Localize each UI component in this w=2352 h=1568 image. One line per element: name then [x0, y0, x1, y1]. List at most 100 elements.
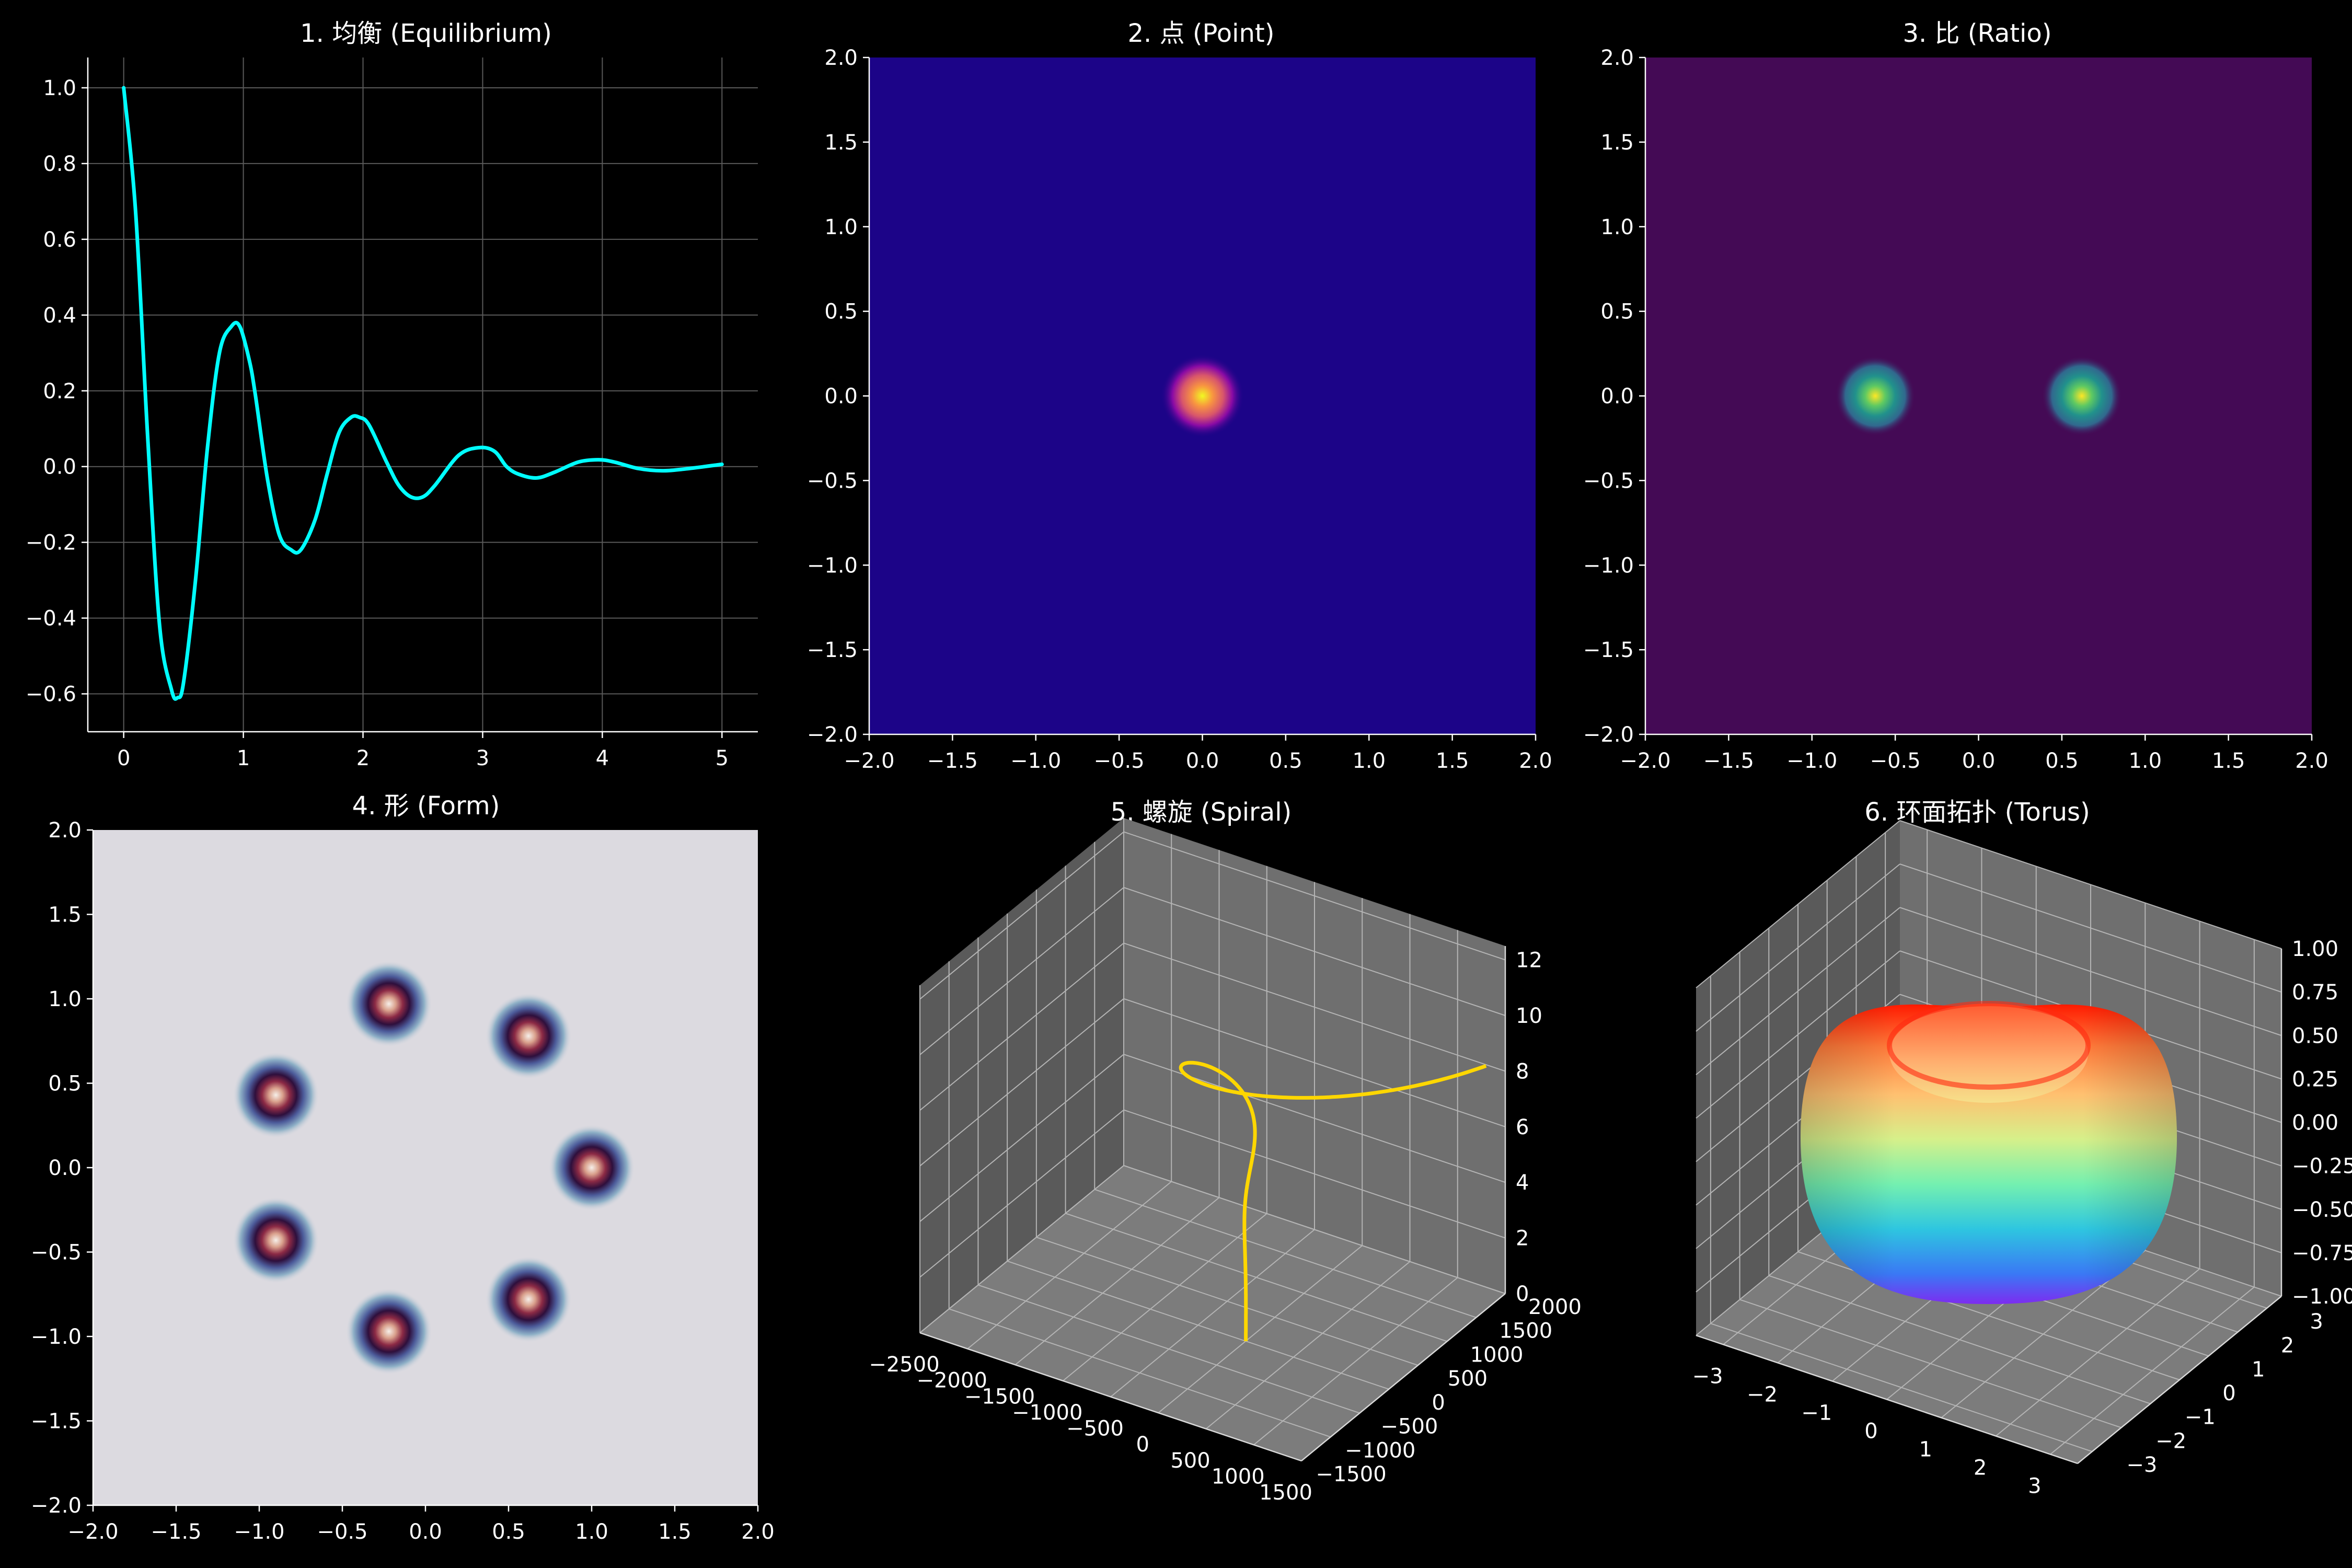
panel-4-ticks: −2.0 −1.5 −1.0 −0.5 0.0 0.5 1.0 1.5 2.0 −2.0 −1.5 −… [31, 818, 775, 1544]
panel-1-title: 1. 均衡 (Equilibrium) [300, 19, 552, 48]
panel-4-form: 4. 形 (Form) −2.0 −1.5 −1.0 −0.5 0.0 0.5 1.0 1.5… [31, 791, 775, 1544]
x-tick-label: 5 [716, 746, 729, 770]
panel-5-3d-axes: −2500−2000−1500−1000−500050010001500−150… [869, 818, 1582, 1505]
torus-hole-rim [1887, 1001, 2091, 1090]
grid-line-y [949, 1308, 1331, 1438]
y-tick-label: 1.5 [48, 903, 82, 927]
y-tick-label: −0.4 [26, 607, 76, 631]
panel-3-heatmap-background [1645, 57, 2312, 734]
axis-y [1301, 1293, 1506, 1461]
y-tick-label: 0 [2222, 1381, 2235, 1405]
y-tick-label: −2.0 [807, 723, 858, 747]
z-tick-label: 0.00 [2292, 1111, 2338, 1135]
y-tick-label: 0.0 [1600, 385, 1634, 409]
y-tick-label: 1 [2252, 1357, 2265, 1381]
y-tick-label: 1.0 [1600, 215, 1634, 239]
grid-line-z [919, 942, 1124, 1111]
x-tick-label: 1.5 [2212, 749, 2245, 773]
panel-1-grid [88, 57, 758, 732]
y-tick-label: 0.2 [43, 379, 76, 403]
y-tick-label: 1.0 [48, 987, 82, 1011]
x-tick-label: −2.0 [1620, 749, 1670, 773]
z-tick-label: −0.75 [2292, 1241, 2352, 1265]
grid-line-z [919, 1109, 1124, 1278]
y-tick-label: 1.0 [43, 76, 76, 100]
y-tick-label: 2000 [1528, 1295, 1582, 1319]
grid-line-y [1065, 1213, 1447, 1342]
axis-x [1696, 1334, 2078, 1465]
x-tick-label: 0.0 [409, 1520, 442, 1544]
axis-x [919, 1332, 1302, 1462]
x-tick-label: −2.0 [67, 1520, 118, 1544]
x-tick-label: 1.0 [2128, 749, 2162, 773]
x-tick-label: −1500 [964, 1385, 1035, 1409]
panel-3-title: 3. 比 (Ratio) [1903, 19, 2051, 48]
x-tick-label: 1.0 [575, 1520, 608, 1544]
grid-line-z [1899, 820, 2282, 949]
x-tick-label: 2.0 [1519, 749, 1552, 773]
x-tick-label: 1.5 [1436, 749, 1469, 773]
x-tick-label: −0.5 [317, 1520, 367, 1544]
z-tick-label: 12 [1516, 949, 1542, 973]
y-tick-label: −1.5 [807, 638, 858, 662]
panel-2-point: 2. 点 (Point) −2.0 −1.5 −1.0 −0.5 0.0 0.5 1.0 1.… [807, 19, 1552, 773]
grid-line-z [919, 1054, 1124, 1222]
x-tick-label: 1 [237, 746, 250, 770]
panel-3-ticks: −2.0 −1.5 −1.0 −0.5 0.0 0.5 1.0 1.5 2.0 −2.0 −1.5 −… [1583, 46, 2328, 773]
z-tick-label: −0.25 [2292, 1155, 2352, 1179]
x-tick-label: 500 [1170, 1449, 1210, 1473]
x-tick-label: 0.5 [2045, 749, 2079, 773]
z-tick-label: −1.00 [2292, 1285, 2352, 1309]
grid-line-z [1123, 1165, 1506, 1294]
z-tick-label: 0.25 [2292, 1067, 2338, 1091]
y-tick-label: −1.5 [31, 1410, 82, 1434]
y-tick-label: −3 [2126, 1453, 2157, 1477]
grid-line-z [1123, 887, 1506, 1016]
y-tick-label: 2.0 [1600, 46, 1634, 70]
x-tick-label: 2 [1974, 1456, 1987, 1480]
grid-line-y [1094, 1189, 1477, 1318]
series-line-equilibrium [122, 86, 724, 701]
y-tick-label: −1500 [1316, 1462, 1386, 1486]
grid-line-z [1123, 831, 1506, 961]
x-tick-label: −1.5 [151, 1520, 201, 1544]
heatmap-peak [233, 1197, 319, 1284]
x-tick-label: −1.0 [1786, 749, 1837, 773]
y-tick-label: −0.2 [26, 531, 76, 555]
torus-hole [1889, 1004, 2088, 1103]
y-tick-label: −2.0 [31, 1494, 82, 1518]
heatmap-peak [1835, 356, 1916, 436]
y-tick-label: −0.5 [807, 469, 858, 493]
heatmap-peak [233, 1052, 319, 1138]
grid-line-z [1123, 942, 1506, 1072]
grid-line-x [1063, 1213, 1267, 1381]
z-tick-label: 1.00 [2292, 937, 2338, 961]
grid-line-z [1899, 863, 2282, 993]
grid-line-x [1253, 1277, 1458, 1446]
x-tick-label: −1.0 [1010, 749, 1061, 773]
y-tick-label: −2.0 [1583, 723, 1634, 747]
y-tick-label: 2 [2281, 1334, 2294, 1358]
panel-5-title: 5. 螺旋 (Spiral) [1111, 798, 1292, 827]
x-tick-label: −3 [1692, 1365, 1723, 1389]
y-tick-label: 1.5 [1600, 131, 1634, 155]
y-tick-label: 500 [1448, 1367, 1488, 1391]
panel-4-peaks [233, 961, 635, 1375]
y-tick-label: 0.8 [43, 152, 76, 176]
grid-line-x [967, 1181, 1172, 1350]
x-tick-label: −0.5 [1094, 749, 1145, 773]
x-tick-label: 0.0 [1962, 749, 1996, 773]
grid-line-z [1696, 950, 1900, 1119]
grid-line-y [1739, 1299, 2122, 1428]
x-tick-label: 0.5 [492, 1520, 525, 1544]
panel-4-heatmap-background [93, 830, 758, 1505]
panel-2-peaks [1160, 354, 1244, 438]
y-tick-label: −0.5 [1583, 469, 1634, 493]
x-tick-label: 1.5 [658, 1520, 691, 1544]
y-tick-label: 0.0 [43, 455, 76, 479]
x-tick-label: 1 [1919, 1438, 1932, 1462]
x-tick-label: 3 [476, 746, 489, 770]
y-tick-label: 1000 [1470, 1343, 1524, 1367]
grid-line-z [1696, 863, 1900, 1032]
y-tick-label: 3 [2310, 1310, 2323, 1334]
